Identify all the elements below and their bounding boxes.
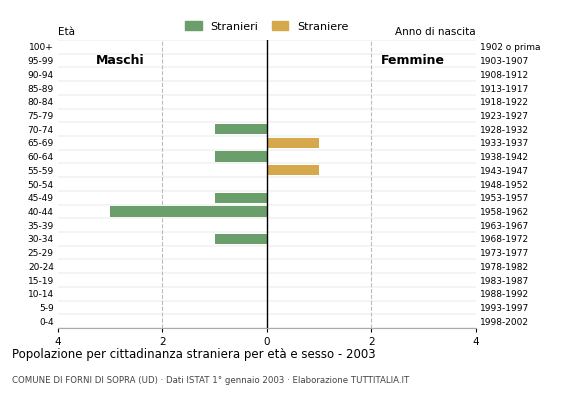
Text: Popolazione per cittadinanza straniera per età e sesso - 2003: Popolazione per cittadinanza straniera p… bbox=[12, 348, 375, 361]
Bar bbox=[215, 192, 267, 203]
Bar bbox=[215, 124, 267, 134]
Text: Femmine: Femmine bbox=[381, 54, 445, 67]
Text: Anno di nascita: Anno di nascita bbox=[395, 27, 476, 37]
Text: COMUNE DI FORNI DI SOPRA (UD) · Dati ISTAT 1° gennaio 2003 · Elaborazione TUTTIT: COMUNE DI FORNI DI SOPRA (UD) · Dati IST… bbox=[12, 376, 409, 385]
Bar bbox=[267, 165, 319, 176]
Legend: Stranieri, Straniere: Stranieri, Straniere bbox=[180, 17, 353, 36]
Text: Maschi: Maschi bbox=[96, 54, 145, 67]
Bar bbox=[267, 138, 319, 148]
Bar bbox=[215, 234, 267, 244]
Bar bbox=[110, 206, 267, 216]
Text: Età: Età bbox=[58, 27, 75, 37]
Bar bbox=[215, 152, 267, 162]
